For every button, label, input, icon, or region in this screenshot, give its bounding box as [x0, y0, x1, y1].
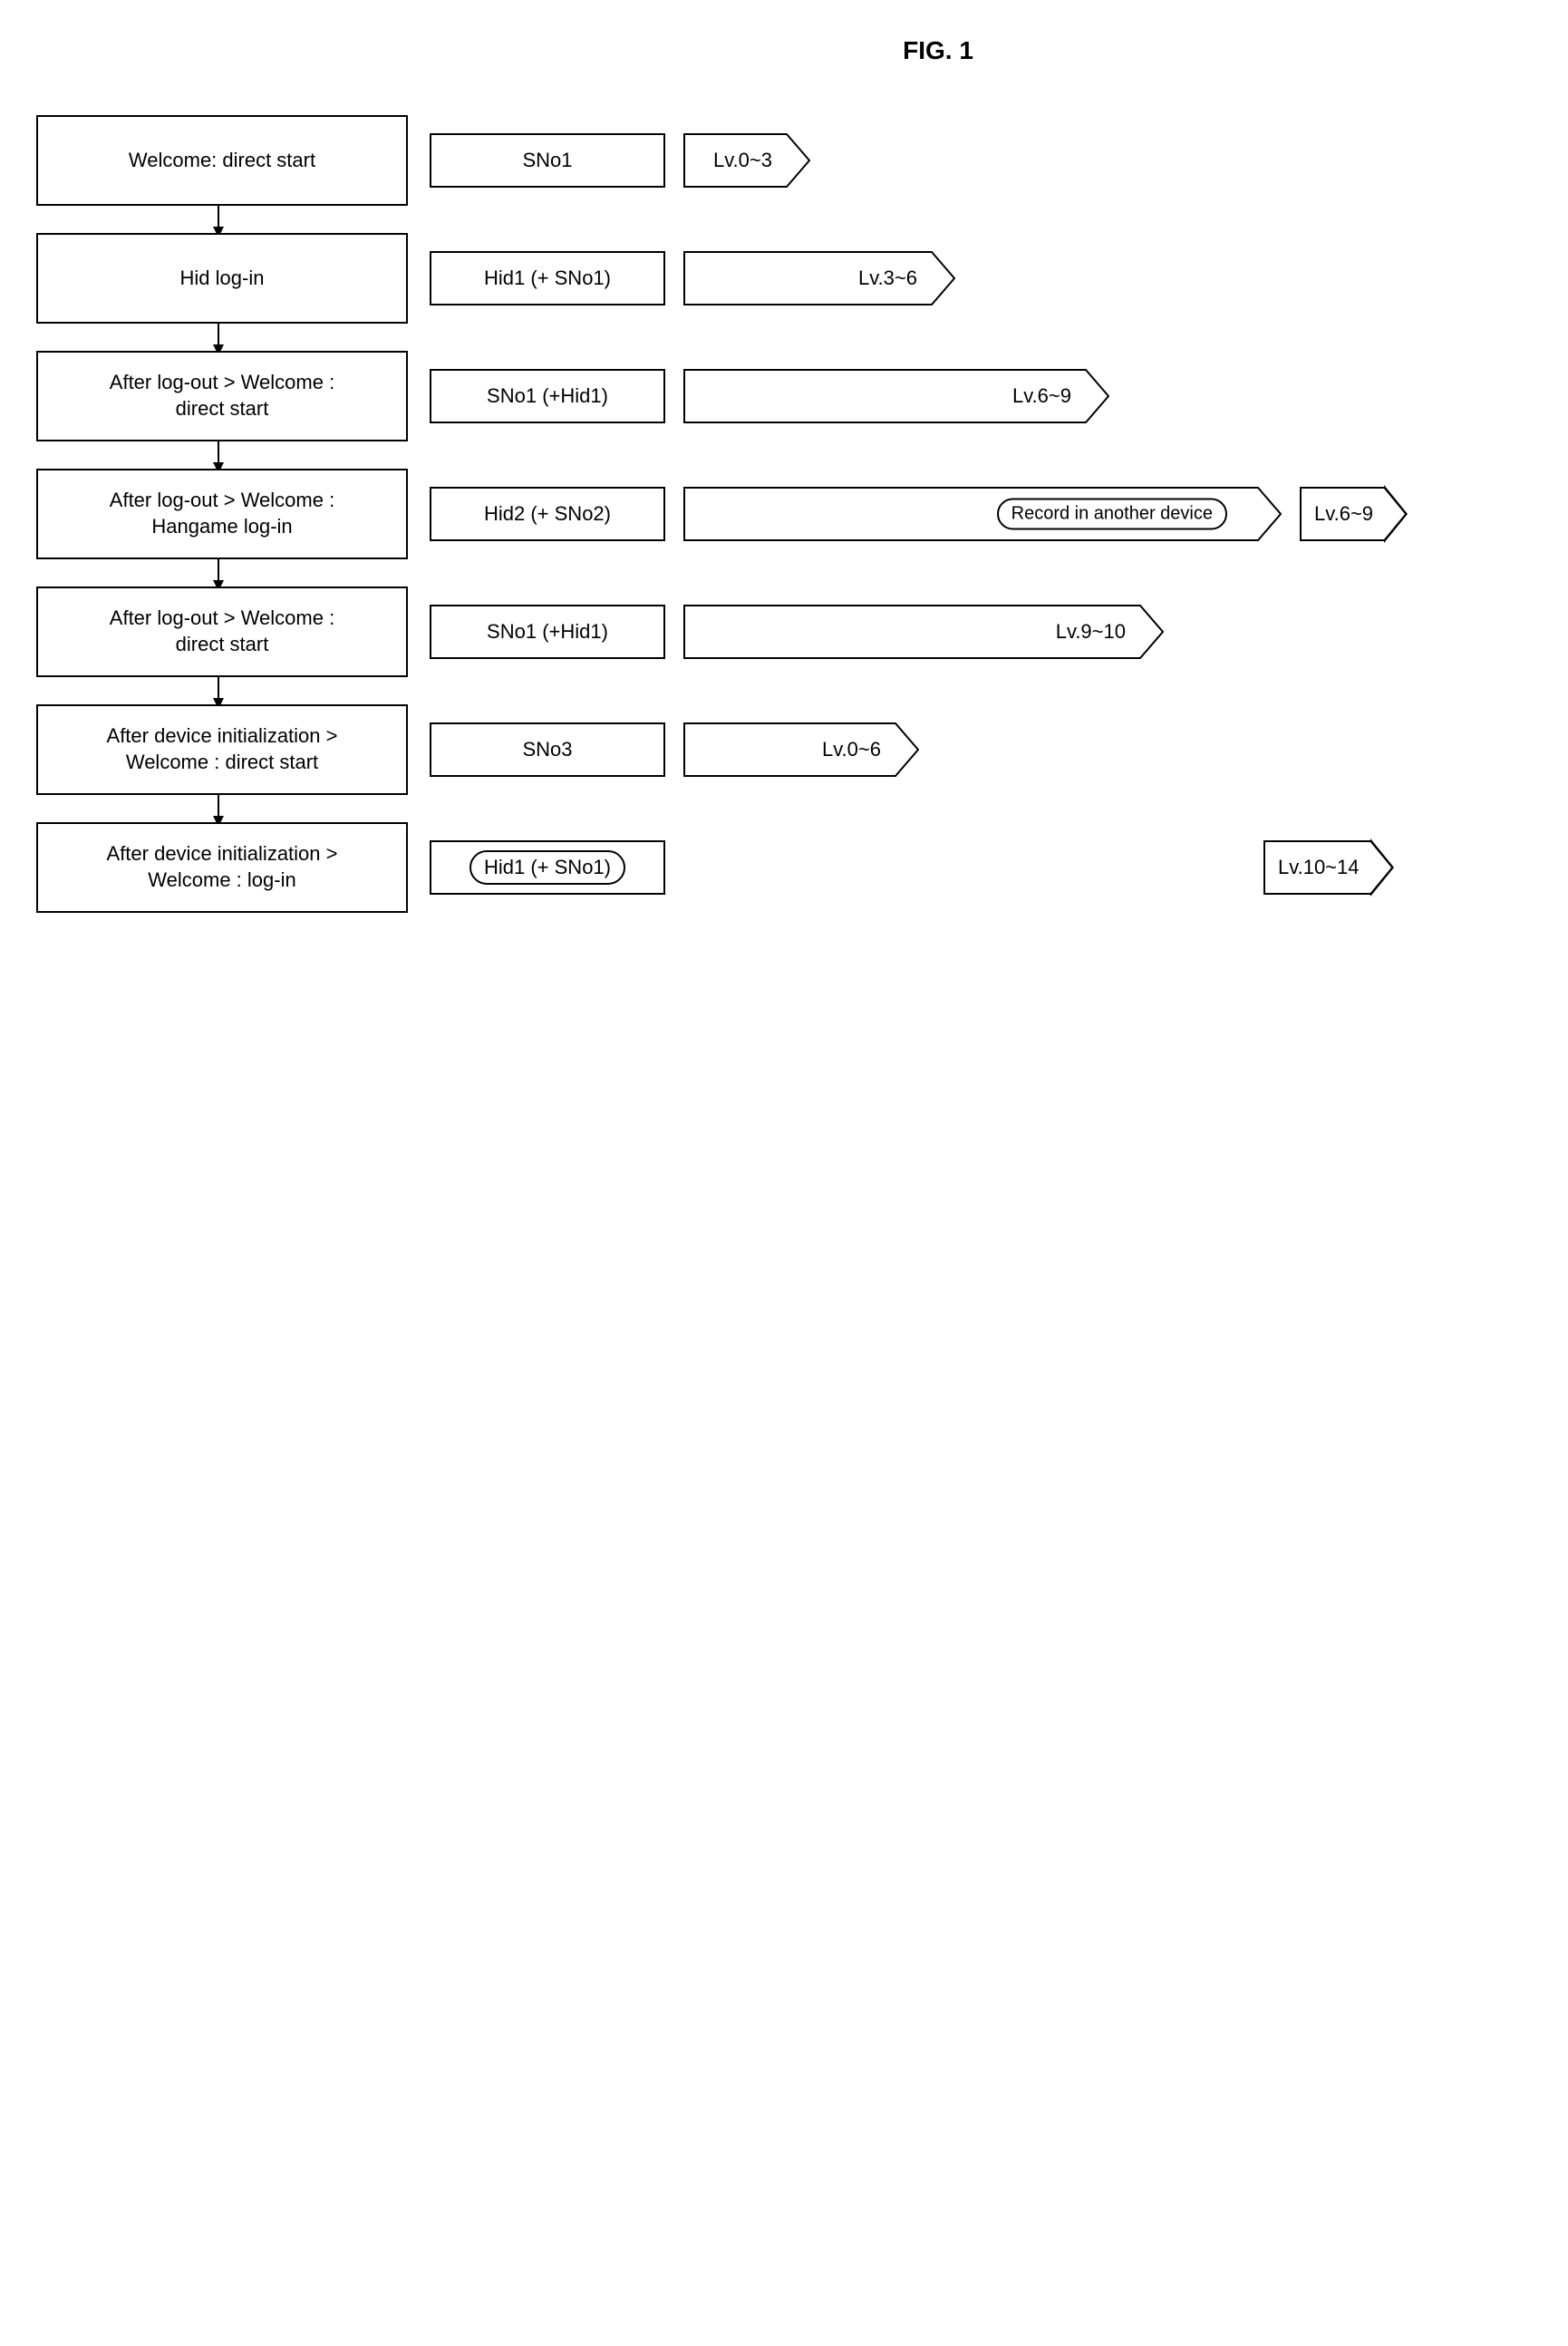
id-box: Hid2 (+ SNo2) — [430, 487, 665, 541]
figure-title: FIG. 1 — [344, 36, 1532, 65]
action-box: After log-out > Welcome :direct start — [36, 351, 408, 441]
arrow-label: Lv.3~6 — [846, 267, 934, 290]
level-arrow: Lv.9~10 — [683, 605, 1164, 659]
arrow-label: Lv.0~6 — [809, 738, 897, 761]
arrow-down-icon — [218, 201, 219, 238]
arrow-label: Lv.0~3 — [701, 149, 789, 172]
id-box: SNo1 (+Hid1) — [430, 605, 665, 659]
flow-row: Welcome: direct start SNo1 Lv.0~3 — [36, 102, 1532, 219]
action-box: After device initialization >Welcome : d… — [36, 704, 408, 795]
level-arrow: Lv.0~3 — [683, 133, 810, 188]
id-box: SNo1 (+Hid1) — [430, 369, 665, 423]
arrow-down-icon — [218, 319, 219, 355]
level-tail: Lv.6~9 — [1300, 485, 1408, 543]
action-box: Welcome: direct start — [36, 115, 408, 206]
action-box: Hid log-in — [36, 233, 408, 324]
id-box: Hid1 (+ SNo1) — [430, 251, 665, 305]
arrow-pill-label: Record in another device — [997, 499, 1227, 530]
level-tail-label: Lv.10~14 — [1263, 840, 1370, 895]
id-box: SNo3 — [430, 722, 665, 777]
flow-row: After log-out > Welcome :direct start SNo… — [36, 573, 1532, 691]
flow-row: After log-out > Welcome :direct start SNo… — [36, 337, 1532, 455]
flow-row: After device initialization >Welcome : l… — [36, 809, 1532, 926]
arrow-label: Lv.6~9 — [1000, 384, 1088, 408]
arrow-down-icon — [218, 437, 219, 473]
id-box: SNo1 — [430, 133, 665, 188]
action-box: After log-out > Welcome :direct start — [36, 586, 408, 677]
arrow-down-icon — [218, 673, 219, 709]
diagram-container: Welcome: direct start SNo1 Lv.0~3 Hid log… — [36, 102, 1532, 926]
flow-row: After log-out > Welcome :Hangame log-in H… — [36, 455, 1532, 573]
arrow-down-icon — [218, 555, 219, 591]
flow-row: Hid log-in Hid1 (+ SNo1) Lv.3~6 — [36, 219, 1532, 337]
arrow-label: Lv.9~10 — [1043, 620, 1142, 644]
arrow-down-icon — [218, 790, 219, 827]
level-arrow: Lv.3~6 — [683, 251, 955, 305]
level-tail-label: Lv.6~9 — [1300, 487, 1384, 541]
id-box: Hid1 (+ SNo1) — [430, 840, 665, 895]
flow-row: After device initialization >Welcome : d… — [36, 691, 1532, 809]
level-arrow: Lv.0~6 — [683, 722, 919, 777]
level-arrow: Record in another device — [683, 487, 1282, 541]
level-tail: Lv.10~14 — [1263, 839, 1394, 897]
action-box: After device initialization >Welcome : l… — [36, 822, 408, 913]
level-arrow: Lv.6~9 — [683, 369, 1109, 423]
action-box: After log-out > Welcome :Hangame log-in — [36, 469, 408, 559]
id-pill: Hid1 (+ SNo1) — [469, 850, 625, 885]
